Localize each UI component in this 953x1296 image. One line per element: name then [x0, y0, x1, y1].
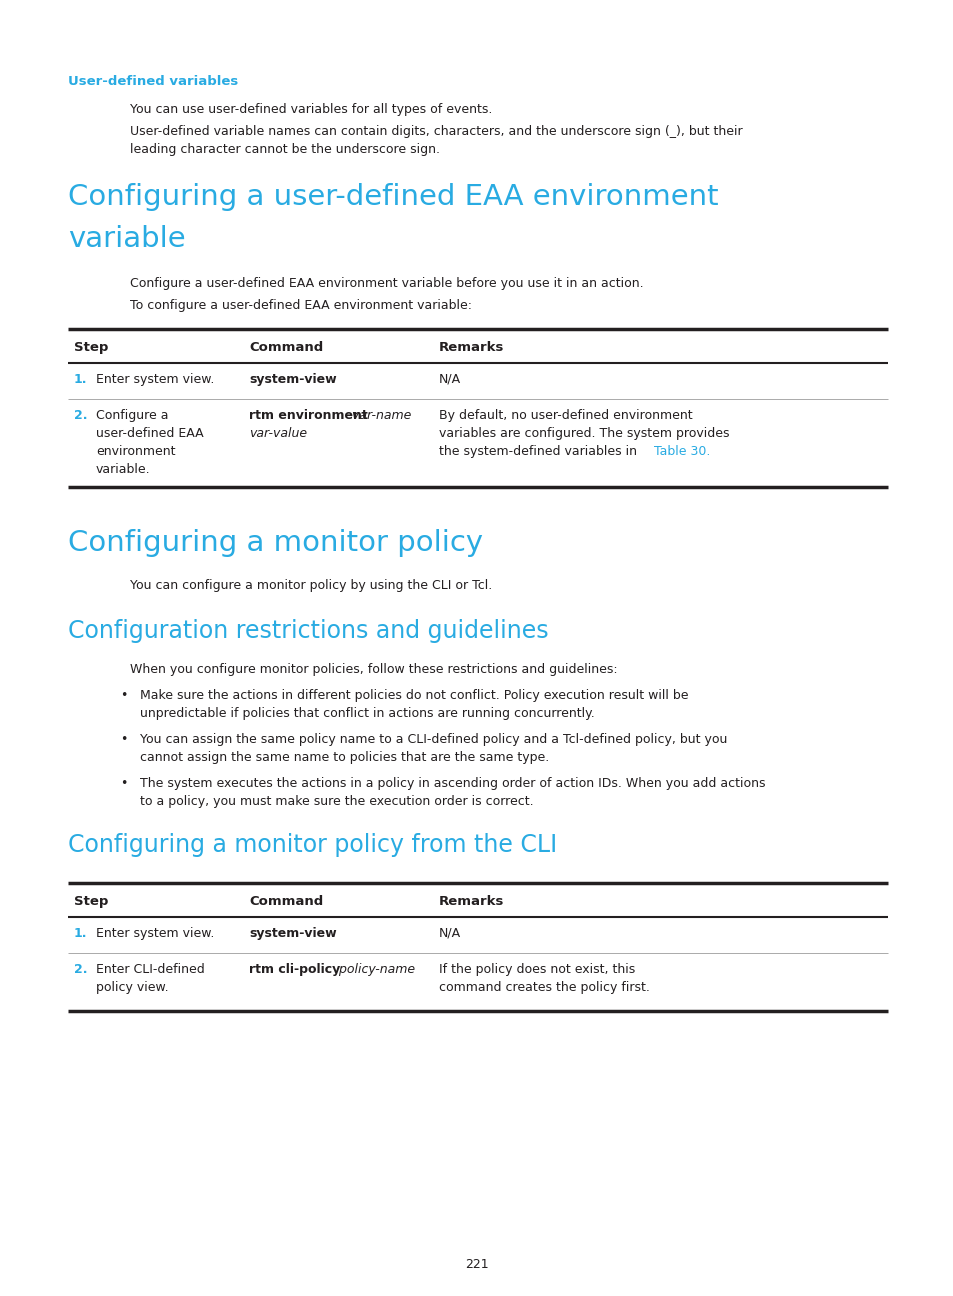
Text: 1.: 1.	[74, 927, 88, 940]
Text: •: •	[120, 778, 128, 791]
Text: Enter CLI-defined: Enter CLI-defined	[96, 963, 205, 976]
Text: Configure a user-defined EAA environment variable before you use it in an action: Configure a user-defined EAA environment…	[130, 277, 643, 290]
Text: var-name: var-name	[348, 410, 411, 422]
Text: •: •	[120, 734, 128, 746]
Text: 2.: 2.	[74, 410, 88, 422]
Text: Configure a: Configure a	[96, 410, 169, 422]
Text: rtm cli-policy: rtm cli-policy	[249, 963, 340, 976]
Text: variable: variable	[68, 226, 186, 253]
Text: system-view: system-view	[249, 927, 336, 940]
Text: Enter system view.: Enter system view.	[96, 927, 214, 940]
Text: If the policy does not exist, this: If the policy does not exist, this	[438, 963, 635, 976]
Text: Make sure the actions in different policies do not conflict. Policy execution re: Make sure the actions in different polic…	[140, 689, 688, 702]
Text: By default, no user-defined environment: By default, no user-defined environment	[438, 410, 692, 422]
Text: Command: Command	[249, 341, 323, 354]
Text: var-value: var-value	[249, 426, 307, 441]
Text: Configuring a monitor policy: Configuring a monitor policy	[68, 529, 482, 557]
Text: User-defined variables: User-defined variables	[68, 75, 238, 88]
Text: 221: 221	[465, 1258, 488, 1271]
Text: variable.: variable.	[96, 463, 151, 476]
Text: rtm environment: rtm environment	[249, 410, 367, 422]
Text: Configuration restrictions and guidelines: Configuration restrictions and guideline…	[68, 619, 548, 643]
Text: The system executes the actions in a policy in ascending order of action IDs. Wh: The system executes the actions in a pol…	[140, 778, 764, 791]
Text: environment: environment	[96, 445, 175, 457]
Text: N/A: N/A	[438, 927, 460, 940]
Text: •: •	[120, 689, 128, 702]
Text: N/A: N/A	[438, 373, 460, 386]
Text: To configure a user-defined EAA environment variable:: To configure a user-defined EAA environm…	[130, 299, 472, 312]
Text: policy-name: policy-name	[335, 963, 415, 976]
Text: Configuring a user-defined EAA environment: Configuring a user-defined EAA environme…	[68, 183, 718, 211]
Text: variables are configured. The system provides: variables are configured. The system pro…	[438, 426, 729, 441]
Text: When you configure monitor policies, follow these restrictions and guidelines:: When you configure monitor policies, fol…	[130, 664, 617, 677]
Text: 1.: 1.	[74, 373, 88, 386]
Text: You can assign the same policy name to a CLI-defined policy and a Tcl-defined po: You can assign the same policy name to a…	[140, 734, 726, 746]
Text: Configuring a monitor policy from the CLI: Configuring a monitor policy from the CL…	[68, 833, 557, 857]
Text: User-defined variable names can contain digits, characters, and the underscore s: User-defined variable names can contain …	[130, 124, 741, 137]
Text: Command: Command	[249, 896, 323, 908]
Text: command creates the policy first.: command creates the policy first.	[438, 981, 649, 994]
Text: Remarks: Remarks	[438, 896, 504, 908]
Text: You can use user-defined variables for all types of events.: You can use user-defined variables for a…	[130, 102, 492, 117]
Text: Step: Step	[74, 896, 109, 908]
Text: 2.: 2.	[74, 963, 88, 976]
Text: policy view.: policy view.	[96, 981, 169, 994]
Text: cannot assign the same name to policies that are the same type.: cannot assign the same name to policies …	[140, 750, 549, 765]
Text: Remarks: Remarks	[438, 341, 504, 354]
Text: unpredictable if policies that conflict in actions are running concurrently.: unpredictable if policies that conflict …	[140, 708, 594, 721]
Text: system-view: system-view	[249, 373, 336, 386]
Text: user-defined EAA: user-defined EAA	[96, 426, 203, 441]
Text: to a policy, you must make sure the execution order is correct.: to a policy, you must make sure the exec…	[140, 794, 533, 807]
Text: Step: Step	[74, 341, 109, 354]
Text: leading character cannot be the underscore sign.: leading character cannot be the undersco…	[130, 143, 439, 156]
Text: Table 30.: Table 30.	[654, 445, 710, 457]
Text: Enter system view.: Enter system view.	[96, 373, 214, 386]
Text: You can configure a monitor policy by using the CLI or Tcl.: You can configure a monitor policy by us…	[130, 579, 492, 592]
Text: the system-defined variables in: the system-defined variables in	[438, 445, 640, 457]
